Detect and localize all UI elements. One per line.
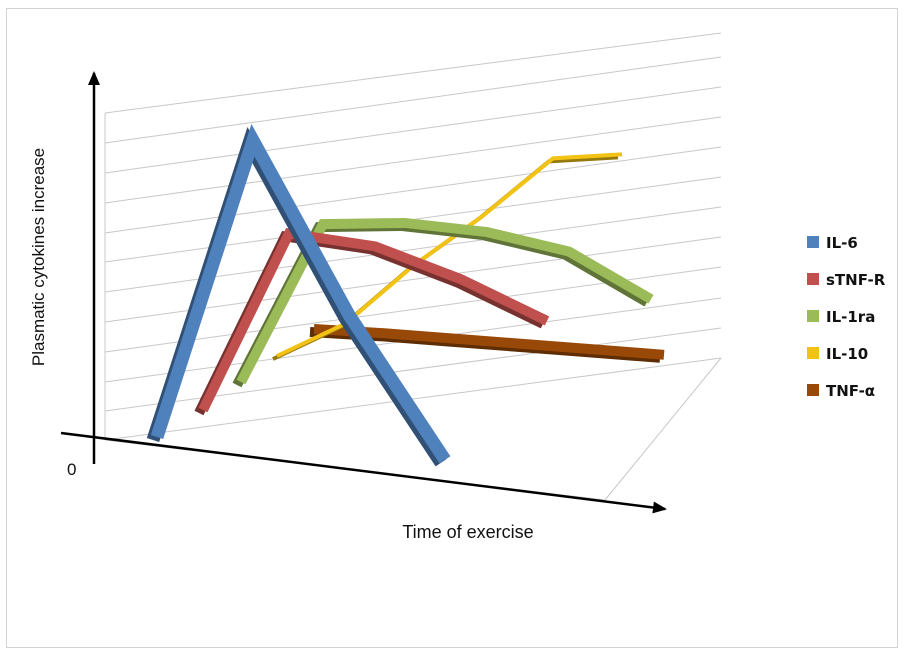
x-axis-label: Time of exercise (402, 522, 533, 542)
series-il-10 (272, 152, 623, 361)
legend-item: IL-10 (807, 345, 868, 363)
chart-frame: 0 Plasmatic cytokines increase Time of e… (6, 8, 898, 648)
series-line (150, 123, 451, 464)
legend-label: TNF-α (826, 382, 875, 400)
legend-swatch (807, 384, 819, 396)
legend-label: IL-1ra (826, 308, 875, 326)
legend-item: sTNF-R (807, 271, 886, 289)
series-il-6 (146, 123, 451, 467)
legend-item: TNF-α (807, 382, 875, 400)
gridline-10 (104, 86, 722, 174)
gridline-8 (104, 146, 722, 234)
legend-label: sTNF-R (826, 271, 886, 289)
legend-label: IL-6 (826, 234, 858, 252)
gridline-11 (104, 56, 722, 144)
legend-item: IL-1ra (807, 308, 875, 326)
series-group (146, 123, 665, 467)
legend-label: IL-10 (826, 345, 868, 363)
legend-swatch (807, 310, 819, 322)
gridline-9 (104, 116, 722, 204)
legend-item: IL-6 (807, 234, 858, 252)
series-line (313, 324, 665, 360)
x-axis (60, 431, 667, 514)
axes: 0 Plasmatic cytokines increase Time of e… (29, 71, 667, 542)
origin-label: 0 (67, 460, 76, 479)
gridline-1 (104, 357, 722, 441)
legend-swatch (807, 236, 819, 248)
series-line (276, 152, 623, 358)
series-line-shadow (194, 230, 546, 416)
y-axis-label: Plasmatic cytokines increase (29, 148, 48, 366)
chart-canvas: 0 Plasmatic cytokines increase Time of e… (29, 32, 886, 542)
gridline-12 (104, 32, 722, 114)
legend: IL-6 sTNF-R IL-1ra IL-10 TNF-α (807, 234, 886, 400)
floor-edge-right (604, 357, 722, 501)
series-stnf-r (194, 227, 550, 416)
legend-swatch (807, 347, 819, 359)
gridline-5 (104, 236, 722, 323)
series-line (198, 227, 550, 413)
legend-swatch (807, 273, 819, 285)
